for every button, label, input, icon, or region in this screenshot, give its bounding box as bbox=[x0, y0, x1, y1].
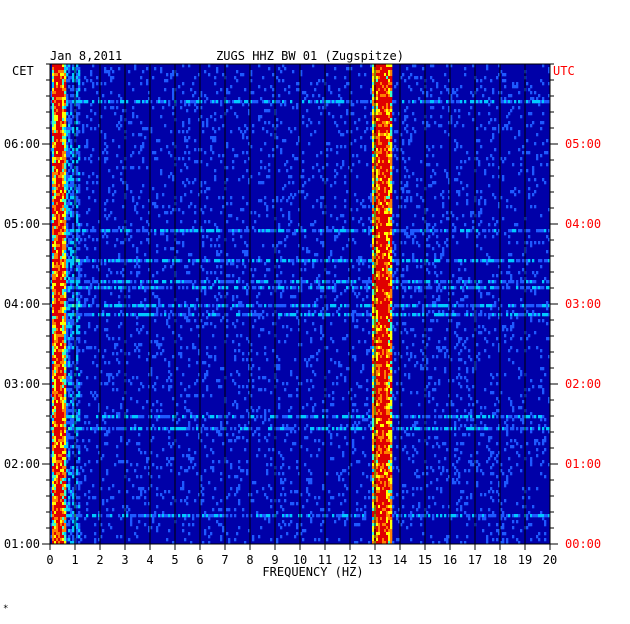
x-tick-label: 10 bbox=[293, 553, 307, 567]
utc-time-label: 00:00 bbox=[565, 537, 601, 551]
x-tick-label: 0 bbox=[46, 553, 53, 567]
cet-time-label: 04:00 bbox=[4, 297, 40, 311]
x-tick-label: 12 bbox=[343, 553, 357, 567]
cet-time-label: 01:00 bbox=[4, 537, 40, 551]
frequency-gridlines bbox=[74, 64, 526, 544]
x-tick-label: 7 bbox=[221, 553, 228, 567]
x-tick-label: 8 bbox=[246, 553, 253, 567]
x-tick-label: 3 bbox=[121, 553, 128, 567]
x-tick-label: 19 bbox=[518, 553, 532, 567]
x-tick-label: 15 bbox=[418, 553, 432, 567]
utc-time-label: 03:00 bbox=[565, 297, 601, 311]
cet-axis-label: CET bbox=[12, 64, 34, 78]
x-axis-label: FREQUENCY (HZ) bbox=[262, 565, 363, 579]
x-tick-label: 1 bbox=[71, 553, 78, 567]
x-tick-label: 9 bbox=[271, 553, 278, 567]
utc-time-label: 05:00 bbox=[565, 137, 601, 151]
x-tick-label: 6 bbox=[196, 553, 203, 567]
utc-axis-label: UTC bbox=[553, 64, 575, 78]
cet-time-label: 05:00 bbox=[4, 217, 40, 231]
x-tick-label: 20 bbox=[543, 553, 557, 567]
x-tick-label: 4 bbox=[146, 553, 153, 567]
chart-title: ZUGS HHZ BW 01 (Zugspitze) bbox=[216, 49, 404, 63]
x-tick-label: 11 bbox=[318, 553, 332, 567]
corner-mark: * bbox=[3, 604, 9, 614]
cet-time-label: 02:00 bbox=[4, 457, 40, 471]
date-label: Jan 8,2011 bbox=[50, 49, 122, 63]
x-tick-label: 16 bbox=[443, 553, 457, 567]
utc-time-label: 02:00 bbox=[565, 377, 601, 391]
x-tick-label: 18 bbox=[493, 553, 507, 567]
x-tick-label: 13 bbox=[368, 553, 382, 567]
x-tick-label: 17 bbox=[468, 553, 482, 567]
x-tick-label: 5 bbox=[171, 553, 178, 567]
x-tick-label: 14 bbox=[393, 553, 407, 567]
cet-time-label: 06:00 bbox=[4, 137, 40, 151]
utc-time-label: 01:00 bbox=[565, 457, 601, 471]
x-tick-label: 2 bbox=[96, 553, 103, 567]
utc-time-label: 04:00 bbox=[565, 217, 601, 231]
cet-time-label: 03:00 bbox=[4, 377, 40, 391]
